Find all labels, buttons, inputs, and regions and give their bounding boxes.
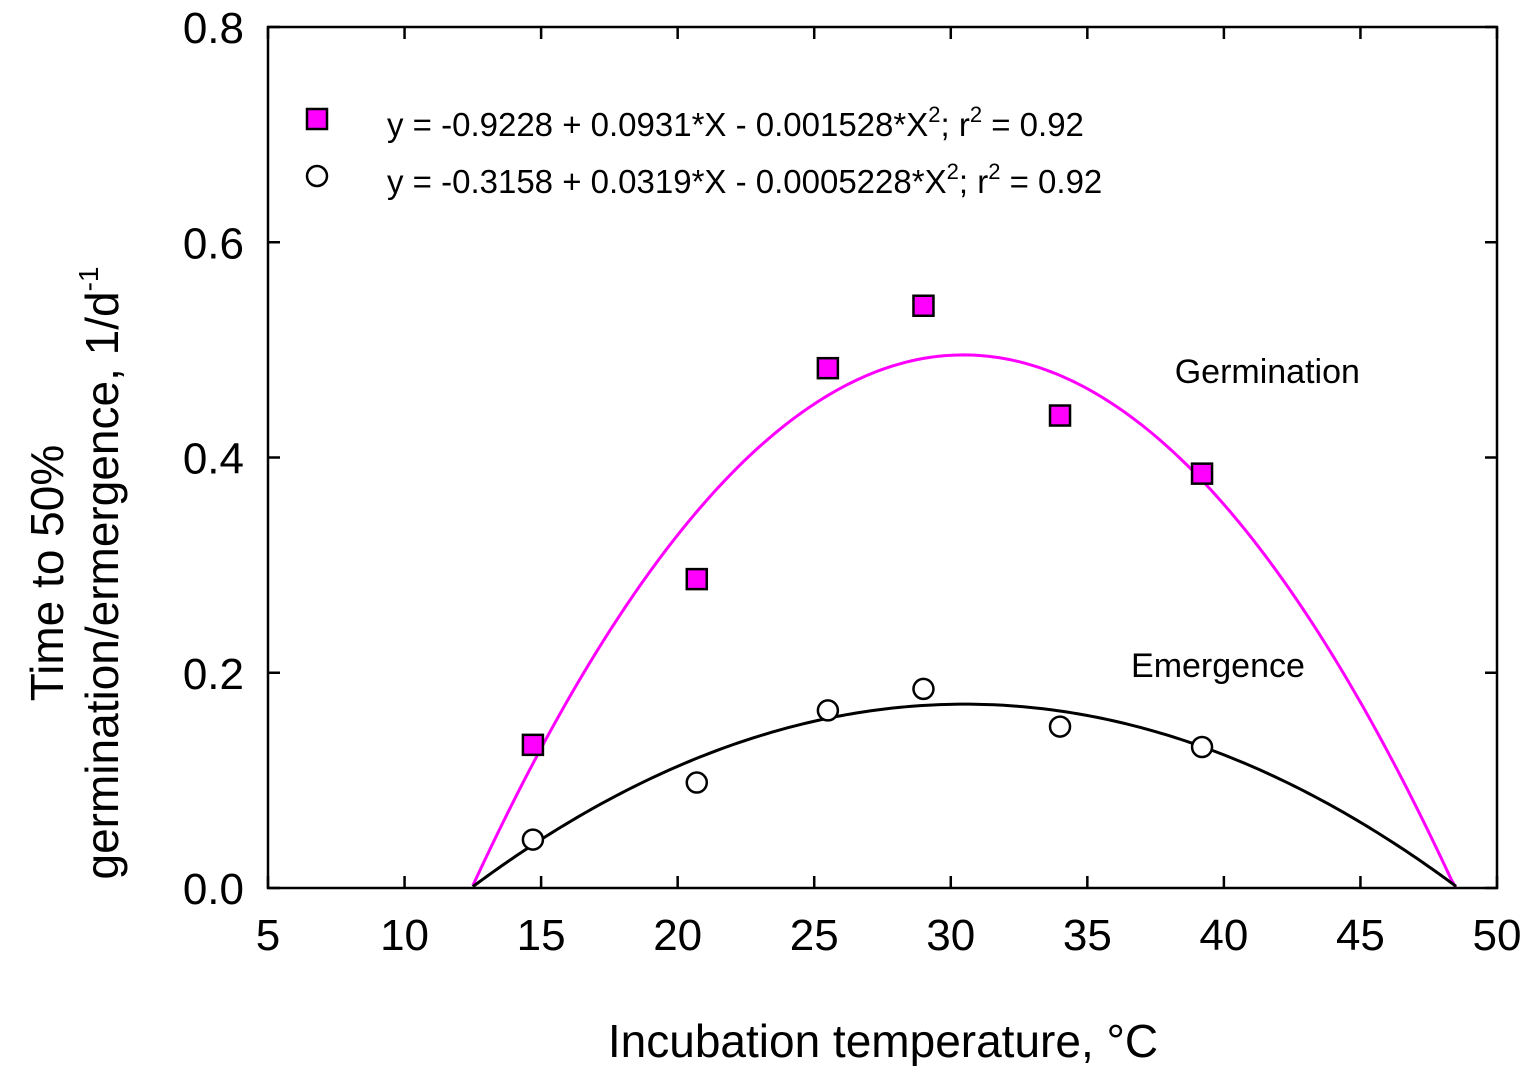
y-tick-label: 0.2: [183, 650, 244, 699]
y-tick-label: 0.8: [183, 4, 244, 53]
x-axis-title: Incubation temperature, °C: [608, 1015, 1158, 1066]
x-tick-label: 45: [1336, 911, 1385, 960]
x-tick-label: 10: [380, 911, 429, 960]
legend-marker-circle: [305, 164, 329, 188]
data-point-germination: [912, 294, 935, 317]
legend-entry-part: y = -0.9228 + 0.0931*X - 0.001528*X: [387, 106, 928, 143]
x-tick-label: 25: [790, 911, 839, 960]
y-axis-title: Time to 50% germination/ermergence, 1/d-…: [21, 266, 128, 879]
legend-entry-part: 2: [928, 102, 940, 127]
y-axis-title-line1: Time to 50%: [21, 445, 73, 702]
axis-ticks: 5 10 15 20 25 30 35 40 45 50 0.0 0.2 0.4 0.6 0.8: [183, 4, 1522, 960]
data-point-germination: [685, 567, 709, 591]
legend-entry-part: ; r: [941, 106, 970, 143]
legend: y = -0.9228 + 0.0931*X - 0.001528*X2; r2…: [305, 102, 1102, 200]
legend-entry-part: 2: [970, 102, 982, 127]
x-tick-label: 40: [1199, 911, 1248, 960]
annotation-label: Germination: [1175, 353, 1360, 391]
y-tick-label: 0.4: [183, 435, 244, 484]
legend-entry-part: ; r: [959, 163, 988, 200]
data-point-emergence: [521, 828, 545, 851]
x-tick-label: 30: [926, 911, 975, 960]
y-axis-title-main: germination/ermergence, 1/d: [76, 291, 128, 879]
legend-entry-part: = 0.92: [1000, 163, 1102, 200]
data-point-germination: [1190, 462, 1214, 485]
data-point-emergence: [912, 677, 935, 701]
legend-marker-square: [305, 107, 329, 131]
data-markers: [521, 294, 1214, 851]
data-point-germination: [521, 733, 545, 757]
fit-curves: [471, 353, 1458, 889]
x-tick-label: 5: [256, 911, 280, 960]
data-point-germination: [1048, 404, 1072, 427]
y-axis-title-superscript: -1: [73, 266, 104, 291]
y-tick-label: 0.0: [183, 865, 244, 914]
plot-frame: [266, 25, 1499, 890]
data-point-emergence: [685, 771, 709, 794]
y-tick-label: 0.6: [183, 219, 244, 268]
legend-entry: y = -0.9228 + 0.0931*X - 0.001528*X2; r2…: [387, 102, 1084, 143]
data-point-emergence: [1048, 715, 1072, 738]
legend-entry-part: = 0.92: [982, 106, 1084, 143]
data-point-germination: [816, 356, 840, 380]
y-axis-title-line2: germination/ermergence, 1/d-1: [73, 266, 128, 879]
legend-entry-part: y = -0.3158 + 0.0319*X - 0.0005228*X: [387, 163, 947, 200]
annotations: Germination Emergence: [1131, 353, 1360, 685]
legend-entry: y = -0.3158 + 0.0319*X - 0.0005228*X2; r…: [387, 159, 1102, 200]
fit-curve-germination: [471, 353, 1458, 889]
fit-curve-emergence: [471, 702, 1457, 888]
x-tick-label: 15: [517, 911, 566, 960]
annotation-label: Emergence: [1131, 647, 1305, 685]
x-tick-label: 35: [1063, 911, 1112, 960]
legend-entry-part: 2: [988, 159, 1000, 184]
data-point-emergence: [816, 699, 840, 722]
legend-entry-part: 2: [947, 159, 959, 184]
data-point-emergence: [1190, 735, 1214, 759]
x-tick-label: 20: [653, 911, 702, 960]
x-tick-label: 50: [1473, 911, 1522, 960]
